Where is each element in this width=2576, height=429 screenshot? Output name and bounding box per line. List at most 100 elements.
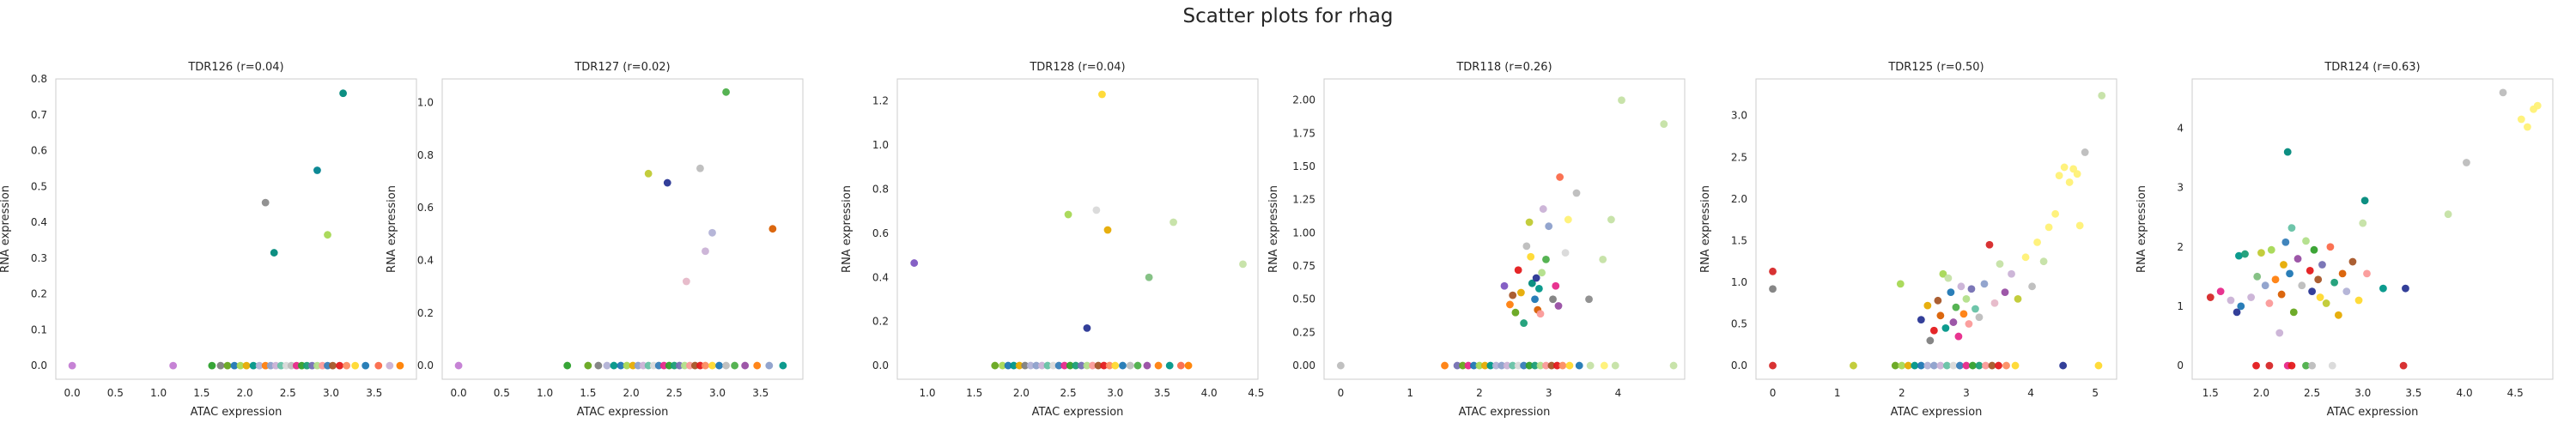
data-point [779,361,787,370]
data-point [1985,240,1994,249]
y-tick-label: 2.00 [1292,94,1315,106]
data-point [2322,299,2330,307]
data-point [2379,284,2387,293]
data-point [563,361,572,370]
data-point [1154,361,1163,370]
data-point [1470,361,1478,370]
y-tick-label: 0.2 [872,316,889,328]
data-point [991,361,999,370]
data-point [2316,293,2324,301]
data-point [1492,361,1500,370]
data-point [2060,163,2069,172]
data-point [1586,361,1595,370]
data-point [2265,299,2274,307]
data-point [1064,210,1072,219]
data-point [2081,148,2089,156]
axes-frame [441,78,804,380]
data-point [1965,320,1973,328]
data-point [1669,361,1678,370]
y-tick-label: 0 [2177,360,2184,372]
data-point [639,361,647,370]
data-point [2287,361,2296,370]
data-point [1542,361,1550,370]
x-tick-label: 0.5 [494,387,510,399]
data-point [1111,361,1120,370]
data-point [2399,361,2408,370]
y-axis-label: RNA expression [0,185,12,273]
data-point [1098,90,1106,99]
data-point [2247,293,2256,301]
data-point [287,361,295,370]
y-axis-label: RNA expression [1699,185,1712,273]
data-point [1552,361,1561,370]
data-point [1094,361,1103,370]
x-axis-label: ATAC expression [577,406,669,419]
data-point [255,361,264,370]
y-tick-label: 0.5 [1731,318,1747,330]
data-point [2517,115,2525,124]
data-point [708,361,716,370]
x-tick-label: 1.5 [2202,387,2219,399]
data-point [2216,287,2225,296]
data-point [659,361,668,370]
x-axis-label: ATAC expression [1891,406,1983,419]
data-point [1929,361,1938,370]
x-tick-label: 4.0 [1201,387,1218,399]
data-point [1969,361,1977,370]
subplot-title: TDR126 (r=0.04) [187,61,283,74]
data-point [2314,275,2323,284]
data-point [1170,218,1177,227]
data-point [2402,284,2409,293]
data-point [1956,361,1964,370]
data-point [675,361,683,370]
data-point [1528,279,1536,287]
data-point [2306,267,2314,275]
y-tick-label: 0.2 [417,307,434,319]
data-point [1043,361,1052,370]
data-point [741,361,750,370]
data-point [1083,323,1091,332]
data-point [329,361,337,370]
data-point [2280,261,2287,269]
data-point [1962,361,1971,370]
x-tick-label: 1.5 [966,387,982,399]
subplot-title: TDR118 (r=0.26) [1455,61,1552,74]
data-point [216,361,225,370]
data-point [1545,222,1553,231]
data-point [2265,361,2274,370]
y-tick-label: 0.0 [1731,360,1747,372]
data-point [1480,361,1489,370]
x-tick-label: 1 [1406,387,1413,399]
data-point [2298,281,2306,290]
data-point [343,361,351,370]
data-point [1952,303,1960,311]
data-point [2039,257,2048,266]
data-point [1165,361,1174,370]
data-point [351,361,360,370]
x-tick-label: 2.0 [1013,387,1030,399]
data-point [2014,294,2022,303]
data-point [261,361,270,370]
data-point [1917,361,1925,370]
data-point [1542,255,1550,263]
data-point [276,361,285,370]
data-point [1539,205,1547,213]
data-point [1060,361,1069,370]
x-tick-label: 4.0 [2457,387,2473,399]
data-point [1565,361,1574,370]
data-point [680,361,689,370]
data-point [292,361,301,370]
data-point [271,361,280,370]
x-tick-label: 1.0 [150,387,167,399]
x-tick-label: 0 [1338,387,1345,399]
y-tick-label: 0.5 [31,180,47,192]
data-point [1509,291,1517,299]
data-point [1077,361,1085,370]
data-point [1500,281,1509,290]
data-point [1769,285,1777,293]
data-point [2021,253,2030,262]
data-point [2463,159,2470,166]
data-point [1975,361,1984,370]
data-point [1475,361,1484,370]
subplot-title: TDR124 (r=0.63) [2324,61,2420,74]
